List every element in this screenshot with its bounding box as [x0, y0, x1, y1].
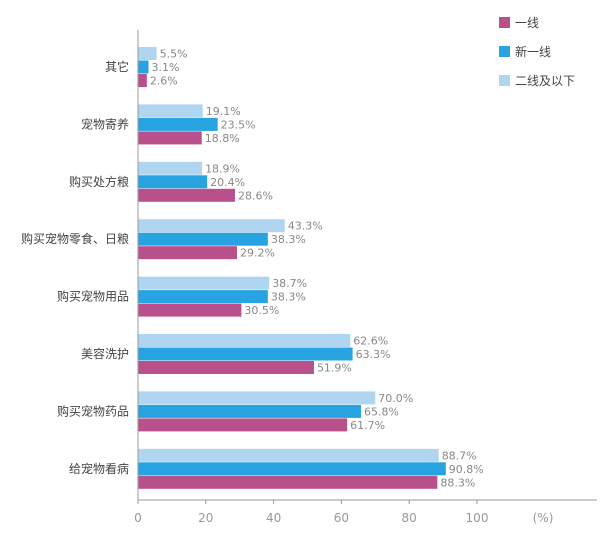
category-label-5: 美容洗护 [81, 346, 129, 361]
value-label-5-2: 51.9% [317, 362, 352, 375]
legend-swatch-1 [499, 46, 510, 57]
legend-swatch-2 [499, 75, 510, 86]
value-label-5-0: 62.6% [353, 335, 388, 348]
legend-label-1: 新一线 [515, 44, 551, 59]
value-label-6-2: 61.7% [350, 419, 385, 432]
bars-layer [138, 47, 446, 489]
bar-5-0 [138, 334, 351, 347]
labels-layer: 5.5%3.1%2.6% 其它 19.1%23.5%18.8% 宠物寄养 18.9%20… [21, 48, 484, 490]
x-tick-label-1: 20 [198, 511, 213, 525]
bar-6-2 [138, 418, 348, 432]
bar-0-2 [138, 74, 147, 87]
bar-6-0 [138, 391, 376, 405]
bar-5-2 [138, 361, 314, 374]
value-label-4-0: 38.7% [272, 277, 307, 290]
legend-label-0: 一线 [515, 16, 539, 30]
value-label-3-0: 43.3% [288, 220, 323, 233]
value-label-6-0: 70.0% [378, 392, 413, 405]
value-label-0-1: 3.1% [152, 61, 180, 74]
bar-3-0 [138, 219, 285, 233]
bar-0-0 [138, 47, 157, 60]
value-label-4-2: 30.5% [244, 304, 279, 317]
value-label-1-0: 19.1% [206, 105, 241, 118]
value-label-1-2: 18.8% [205, 132, 240, 145]
legend-label-2: 二线及以下 [515, 74, 575, 88]
value-label-3-1: 38.3% [271, 233, 306, 246]
bar-4-0 [138, 276, 270, 290]
category-label-7: 给宠物看病 [69, 461, 129, 476]
value-label-7-1: 90.8% [449, 463, 484, 476]
value-label-1-1: 23.5% [221, 118, 256, 131]
x-tick-label-3: 60 [334, 511, 349, 525]
x-ticks: 0 20 40 60 80 100 [134, 500, 488, 525]
x-tick-label-4: 80 [402, 511, 417, 525]
legend-swatch-0 [499, 17, 510, 28]
value-label-0-0: 5.5% [160, 48, 188, 61]
bar-1-2 [138, 131, 202, 145]
value-label-7-0: 88.7% [442, 449, 477, 462]
x-tick-label-5: 100 [466, 511, 489, 525]
category-label-3: 购买宠物零食、日粮 [21, 231, 129, 246]
bar-3-2 [138, 246, 237, 260]
value-label-2-0: 18.9% [205, 162, 240, 175]
value-label-7-2: 88.3% [440, 476, 475, 489]
bar-3-1 [138, 232, 268, 246]
bar-6-1 [138, 404, 362, 418]
bar-4-1 [138, 290, 268, 304]
value-label-2-1: 20.4% [210, 176, 245, 189]
bar-2-0 [138, 161, 203, 175]
bar-4-2 [138, 303, 242, 317]
bar-0-1 [138, 60, 149, 74]
value-label-0-2: 2.6% [150, 75, 178, 88]
bar-5-1 [138, 347, 353, 361]
bar-7-1 [138, 462, 446, 476]
value-label-6-1: 65.8% [364, 405, 399, 418]
x-tick-label-0: 0 [134, 511, 142, 525]
bar-1-0 [138, 104, 203, 118]
category-label-1: 宠物寄养 [81, 116, 129, 131]
category-label-0: 其它 [105, 59, 129, 74]
value-label-3-2: 29.2% [240, 247, 275, 260]
value-label-2-2: 28.6% [238, 189, 273, 202]
bar-2-1 [138, 175, 208, 189]
category-label-2: 购买处方粮 [69, 174, 129, 189]
x-tick-label-2: 40 [266, 511, 281, 525]
value-label-5-1: 63.3% [356, 348, 391, 361]
bar-1-1 [138, 117, 218, 131]
bar-7-0 [138, 448, 439, 462]
bar-7-2 [138, 475, 438, 489]
bar-2-2 [138, 188, 235, 202]
value-label-4-1: 38.3% [271, 291, 306, 304]
category-label-6: 购买宠物药品 [57, 403, 129, 418]
category-label-4: 购买宠物用品 [57, 289, 129, 304]
unit-label: (%) [533, 511, 554, 525]
